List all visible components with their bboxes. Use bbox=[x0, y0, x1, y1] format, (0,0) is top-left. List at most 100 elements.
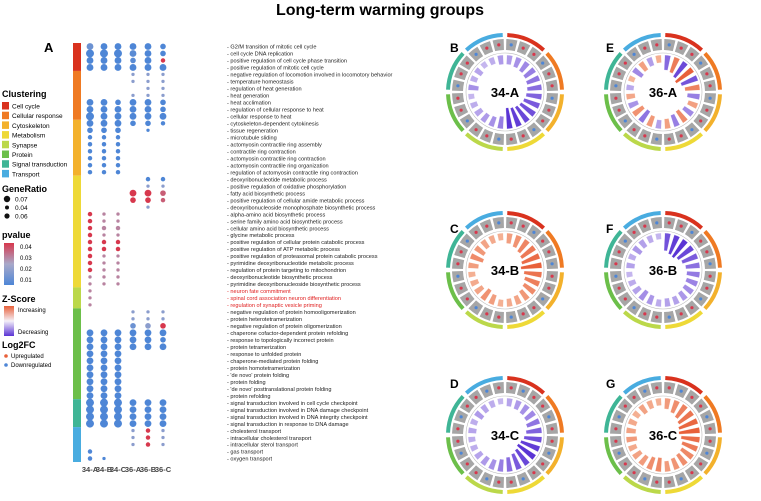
cluster-ring-segment bbox=[446, 272, 465, 311]
term-mark bbox=[521, 224, 525, 228]
legend: Clustering Cell cycle Cellular response Cy… bbox=[2, 89, 68, 369]
cluster-ring-segment bbox=[464, 310, 503, 329]
cluster-ring-segment bbox=[703, 51, 722, 90]
circular-bar bbox=[467, 84, 480, 91]
circular-panel-f: F 36-B bbox=[604, 211, 722, 329]
term-mark bbox=[617, 250, 621, 254]
term-label: - chaperone cofactor-dependent protein r… bbox=[227, 331, 348, 337]
term-mark bbox=[474, 128, 478, 132]
circular-bar bbox=[522, 282, 537, 296]
cluster-ring-segment bbox=[464, 376, 503, 395]
dot-point bbox=[100, 343, 108, 351]
term-mark bbox=[614, 84, 618, 88]
circular-bar bbox=[512, 56, 523, 69]
term-mark bbox=[521, 134, 525, 138]
x-tick-label: 36-A bbox=[125, 465, 142, 474]
circular-bar bbox=[522, 98, 541, 110]
term-mark bbox=[485, 46, 489, 50]
term-mark bbox=[509, 221, 513, 225]
circular-bar bbox=[627, 278, 637, 288]
cluster-swatch-signal-transduction bbox=[2, 160, 9, 168]
circular-center-label: 36-A bbox=[649, 85, 678, 100]
circular-bar bbox=[473, 450, 484, 461]
term-label: - oxygen transport bbox=[227, 457, 273, 463]
term-label: - fatty acid biosynthetic process bbox=[227, 191, 305, 197]
cluster-swatch-protein bbox=[2, 150, 9, 158]
dot-point bbox=[145, 442, 151, 447]
circular-bar bbox=[519, 440, 541, 453]
inner-ring bbox=[465, 395, 545, 475]
term-mark bbox=[690, 52, 694, 56]
circular-bar bbox=[637, 238, 648, 250]
term-mark bbox=[614, 262, 618, 266]
dot-point bbox=[144, 329, 152, 337]
dot-point bbox=[161, 72, 165, 77]
term-label: - protein folding bbox=[227, 380, 266, 386]
term-mark bbox=[632, 471, 636, 475]
panel-label-g: G bbox=[606, 377, 615, 391]
dot-point bbox=[116, 282, 120, 286]
term-mark bbox=[643, 224, 647, 228]
term-mark bbox=[485, 224, 489, 228]
circular-bar bbox=[631, 244, 643, 256]
circular-bar bbox=[469, 443, 479, 453]
dot-point bbox=[101, 127, 107, 134]
dot-point bbox=[115, 239, 121, 245]
term-mark bbox=[708, 96, 712, 100]
inner-ring bbox=[465, 230, 545, 310]
circular-bar bbox=[523, 435, 543, 443]
dot-point bbox=[87, 135, 93, 140]
dot-point bbox=[161, 317, 165, 321]
dot-point bbox=[129, 105, 137, 113]
dot-point bbox=[114, 336, 122, 344]
cluster-ring-segment bbox=[622, 33, 661, 52]
cluster-label-cell-cycle: Cell cycle bbox=[12, 104, 40, 111]
circular-bar bbox=[523, 270, 543, 278]
term-mark bbox=[497, 480, 501, 484]
term-label: - signal transduction involved in DNA in… bbox=[227, 415, 368, 421]
cluster-ring-segment bbox=[604, 94, 623, 133]
circular-center-label: 34-A bbox=[491, 85, 520, 100]
circular-bar bbox=[645, 114, 656, 128]
circular-bar bbox=[506, 54, 513, 66]
dot-point bbox=[86, 378, 94, 386]
cluster-ring-segment bbox=[665, 310, 704, 329]
circular-bar bbox=[497, 458, 504, 473]
term-label: - positive regulation of cell cycle phas… bbox=[227, 59, 347, 65]
dot-point bbox=[100, 43, 108, 50]
term-mark bbox=[541, 61, 545, 65]
term-mark bbox=[521, 46, 525, 50]
circular-bar bbox=[678, 427, 701, 435]
term-mark bbox=[550, 84, 554, 88]
term-label: - negative regulation of protein homooli… bbox=[227, 310, 356, 316]
circular-bar bbox=[512, 234, 523, 249]
dot-point bbox=[101, 155, 107, 161]
dot-point bbox=[144, 50, 152, 57]
dot-point bbox=[144, 64, 152, 71]
cluster-ring-segment bbox=[703, 437, 722, 476]
circular-bar bbox=[506, 397, 513, 408]
cluster-ring-segment bbox=[665, 376, 704, 395]
dot-point bbox=[145, 428, 151, 433]
term-mark bbox=[679, 477, 683, 481]
cluster-ring-segment bbox=[703, 94, 722, 133]
cluster-swatch-cell-cycle bbox=[2, 102, 9, 110]
term-mark bbox=[541, 119, 545, 123]
x-tick-label: 34-B bbox=[96, 465, 113, 474]
inner-ring bbox=[623, 230, 703, 310]
dot-point bbox=[159, 112, 167, 120]
circular-bar bbox=[497, 232, 504, 242]
dot-point bbox=[115, 225, 121, 231]
term-mark bbox=[509, 386, 513, 390]
dot-point bbox=[87, 218, 93, 224]
term-label: - cellular response to heat bbox=[227, 115, 292, 121]
dot-point bbox=[160, 99, 166, 106]
dot-point bbox=[86, 392, 94, 400]
dot-point bbox=[114, 364, 122, 372]
circular-bar bbox=[516, 238, 531, 254]
circular-bar bbox=[670, 399, 681, 414]
term-label: - cholesterol transport bbox=[227, 429, 282, 435]
circular-bar bbox=[668, 234, 681, 255]
term-mark bbox=[456, 84, 460, 88]
pvalue-tick: 0.01 bbox=[20, 278, 32, 284]
